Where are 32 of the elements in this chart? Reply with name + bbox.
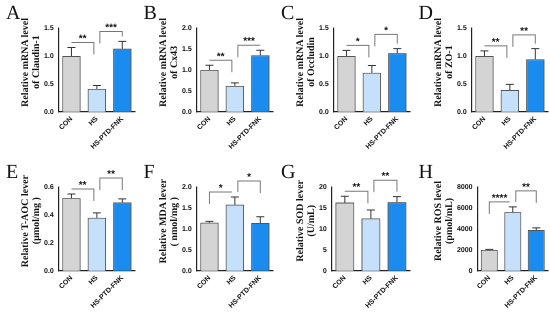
annotation: * [384,25,388,36]
chart-title: C [281,2,294,25]
y-axis-title: Relative T-AOC lever (μmol/mg ) [20,174,42,268]
annotation: ** [522,182,530,193]
y-axis-title: Relative ROS level (pmol/mL) [432,181,454,261]
annotation: * [356,36,360,48]
y-axis-title: Relative mRNA level of ZO-1 [432,18,454,106]
y-axis-title: Relative MDA lever ( nmol/mg ) [158,178,180,264]
chart-title: F [144,161,155,184]
text: * [246,172,251,184]
annotation: *** [242,36,255,48]
annotation: ** [78,34,87,45]
annotation: ** [491,36,500,48]
annotation: ** [352,182,360,194]
annotation: **** [491,192,507,204]
annotation: ** [216,51,224,62]
chart-title: D [418,2,433,25]
annotation: *** [105,22,118,34]
text: ** [382,171,390,182]
chart-title: B [144,2,157,25]
annotation: ** [78,180,87,191]
y-axis-title: Relative mRNA level of Claudin-1 [20,18,42,106]
chart-title: G [281,161,296,184]
chart-title: A [6,2,20,25]
annotation: * [218,183,222,194]
chart-title: E [6,161,18,184]
annotation: ** [520,26,528,37]
y-axis-title: Relative SOD lever (U/mL) [295,180,317,262]
text: ** [107,168,116,180]
y-axis-title: Relative mRNA level of Cx43 [158,18,180,106]
chart-title: H [418,161,433,184]
y-axis-title: Relative mRNA level of Occludin [295,18,317,106]
